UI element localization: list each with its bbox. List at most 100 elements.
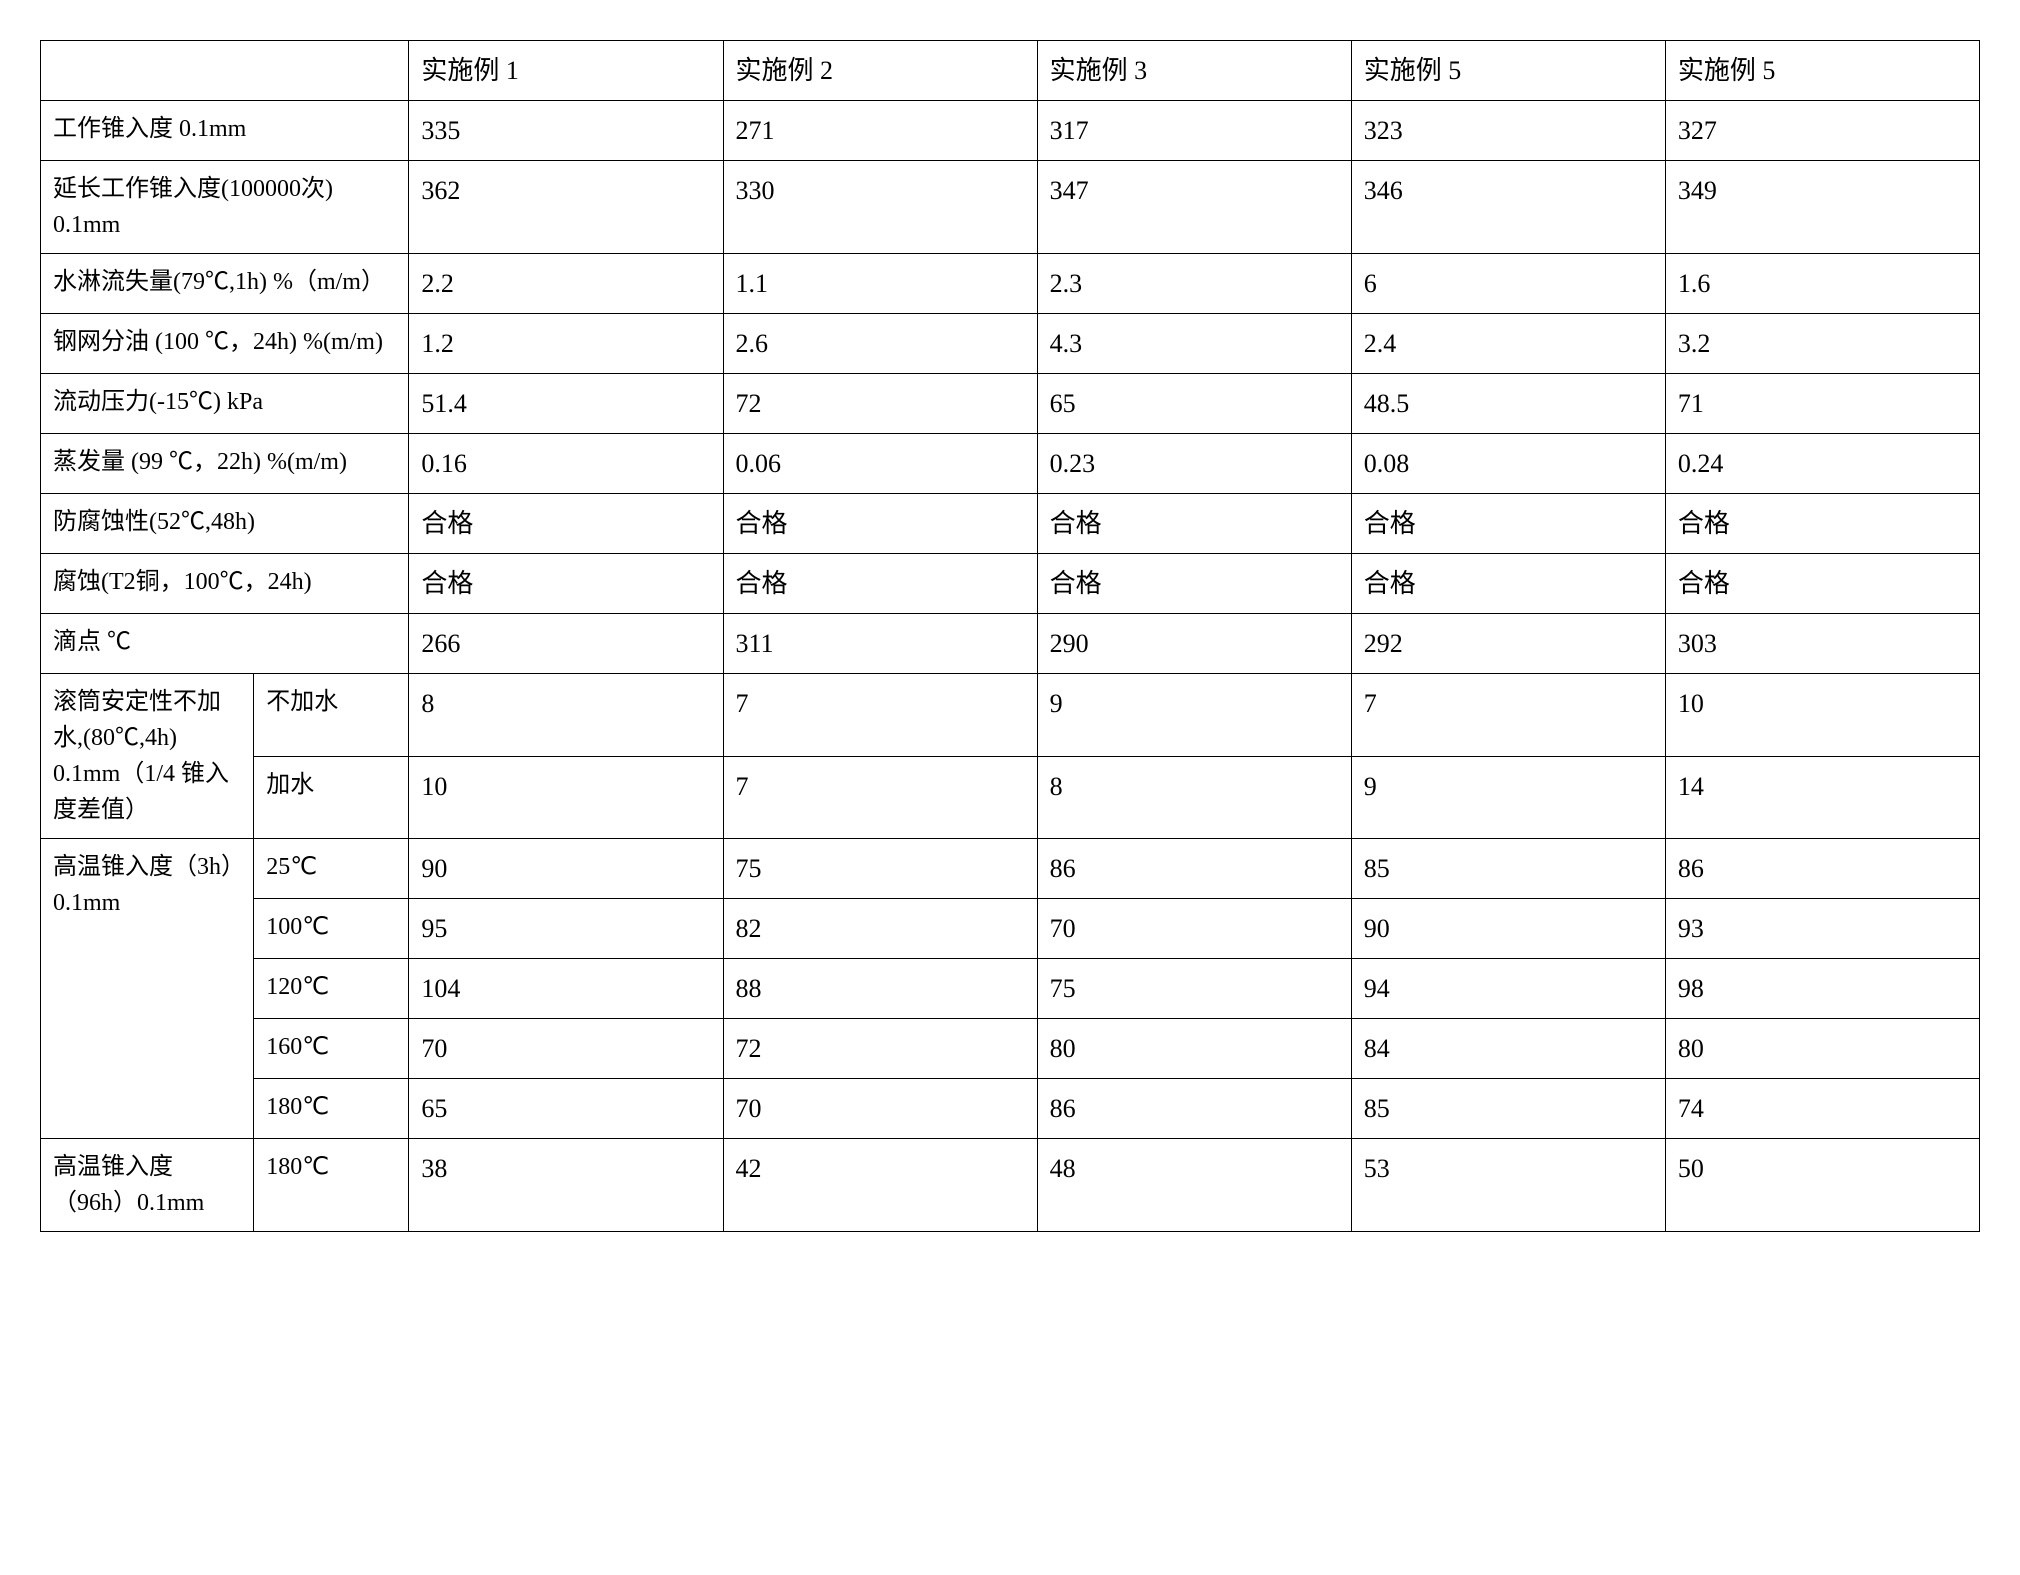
cell: 2.4 <box>1351 314 1665 374</box>
table-row: 流动压力(-15℃) kPa 51.4 72 65 48.5 71 <box>41 374 1980 434</box>
row-sub-label: 不加水 <box>254 674 409 757</box>
cell: 0.06 <box>723 434 1037 494</box>
table-row: 160℃ 70 72 80 84 80 <box>41 1019 1980 1079</box>
row-label: 腐蚀(T2铜，100℃，24h) <box>41 554 409 614</box>
row-sub-label: 180℃ <box>254 1139 409 1232</box>
cell: 362 <box>409 161 723 254</box>
cell: 合格 <box>1351 494 1665 554</box>
header-col-4: 实施例 5 <box>1351 41 1665 101</box>
row-group-label-ht3h: 高温锥入度（3h）0.1mm <box>41 839 254 1139</box>
cell: 70 <box>409 1019 723 1079</box>
cell: 71 <box>1665 374 1979 434</box>
cell: 98 <box>1665 959 1979 1019</box>
row-label: 钢网分油 (100 ℃，24h) %(m/m) <box>41 314 409 374</box>
cell: 合格 <box>1665 494 1979 554</box>
header-col-2: 实施例 2 <box>723 41 1037 101</box>
cell: 合格 <box>723 494 1037 554</box>
row-sub-label: 120℃ <box>254 959 409 1019</box>
row-sub-label: 100℃ <box>254 899 409 959</box>
table-row: 滚筒安定性不加 水,(80℃,4h) 0.1mm（1/4 锥入度差值） 不加水 … <box>41 674 1980 757</box>
cell: 65 <box>409 1079 723 1139</box>
cell: 82 <box>723 899 1037 959</box>
cell: 9 <box>1351 756 1665 839</box>
cell: 合格 <box>409 494 723 554</box>
row-label: 流动压力(-15℃) kPa <box>41 374 409 434</box>
table-row: 工作锥入度 0.1mm 335 271 317 323 327 <box>41 101 1980 161</box>
cell: 75 <box>1037 959 1351 1019</box>
cell: 48 <box>1037 1139 1351 1232</box>
cell: 2.6 <box>723 314 1037 374</box>
cell: 80 <box>1037 1019 1351 1079</box>
cell: 合格 <box>723 554 1037 614</box>
cell: 75 <box>723 839 1037 899</box>
cell: 93 <box>1665 899 1979 959</box>
cell: 48.5 <box>1351 374 1665 434</box>
row-sub-label: 180℃ <box>254 1079 409 1139</box>
cell: 311 <box>723 614 1037 674</box>
cell: 6 <box>1351 254 1665 314</box>
cell: 335 <box>409 101 723 161</box>
cell: 53 <box>1351 1139 1665 1232</box>
cell: 85 <box>1351 1079 1665 1139</box>
table-row: 180℃ 65 70 86 85 74 <box>41 1079 1980 1139</box>
cell: 86 <box>1037 1079 1351 1139</box>
cell: 50 <box>1665 1139 1979 1232</box>
cell: 85 <box>1351 839 1665 899</box>
cell: 74 <box>1665 1079 1979 1139</box>
table-row: 防腐蚀性(52℃,48h) 合格 合格 合格 合格 合格 <box>41 494 1980 554</box>
table-row: 120℃ 104 88 75 94 98 <box>41 959 1980 1019</box>
cell: 0.23 <box>1037 434 1351 494</box>
cell: 80 <box>1665 1019 1979 1079</box>
cell: 1.2 <box>409 314 723 374</box>
cell: 323 <box>1351 101 1665 161</box>
table-row: 水淋流失量(79℃,1h) %（m/m） 2.2 1.1 2.3 6 1.6 <box>41 254 1980 314</box>
cell: 7 <box>1351 674 1665 757</box>
cell: 317 <box>1037 101 1351 161</box>
cell: 90 <box>1351 899 1665 959</box>
cell: 合格 <box>409 554 723 614</box>
cell: 346 <box>1351 161 1665 254</box>
cell: 42 <box>723 1139 1037 1232</box>
cell: 7 <box>723 674 1037 757</box>
cell: 0.16 <box>409 434 723 494</box>
cell: 88 <box>723 959 1037 1019</box>
cell: 65 <box>1037 374 1351 434</box>
cell: 292 <box>1351 614 1665 674</box>
row-sub-label: 加水 <box>254 756 409 839</box>
cell: 271 <box>723 101 1037 161</box>
table-row: 滴点 ℃ 266 311 290 292 303 <box>41 614 1980 674</box>
cell: 1.1 <box>723 254 1037 314</box>
cell: 0.08 <box>1351 434 1665 494</box>
header-col-3: 实施例 3 <box>1037 41 1351 101</box>
cell: 95 <box>409 899 723 959</box>
cell: 72 <box>723 374 1037 434</box>
cell: 86 <box>1037 839 1351 899</box>
cell: 14 <box>1665 756 1979 839</box>
cell: 0.24 <box>1665 434 1979 494</box>
cell: 94 <box>1351 959 1665 1019</box>
cell: 7 <box>723 756 1037 839</box>
cell: 51.4 <box>409 374 723 434</box>
cell: 349 <box>1665 161 1979 254</box>
row-sub-label: 25℃ <box>254 839 409 899</box>
cell: 347 <box>1037 161 1351 254</box>
cell: 合格 <box>1351 554 1665 614</box>
row-group-label-roller: 滚筒安定性不加 水,(80℃,4h) 0.1mm（1/4 锥入度差值） <box>41 674 254 839</box>
cell: 9 <box>1037 674 1351 757</box>
data-table: 实施例 1 实施例 2 实施例 3 实施例 5 实施例 5 工作锥入度 0.1m… <box>40 40 1980 1232</box>
cell: 3.2 <box>1665 314 1979 374</box>
cell: 2.2 <box>409 254 723 314</box>
cell: 290 <box>1037 614 1351 674</box>
row-sub-label: 160℃ <box>254 1019 409 1079</box>
table-row: 100℃ 95 82 70 90 93 <box>41 899 1980 959</box>
cell: 327 <box>1665 101 1979 161</box>
cell: 38 <box>409 1139 723 1232</box>
cell: 4.3 <box>1037 314 1351 374</box>
table-row: 高温锥入度（96h）0.1mm 180℃ 38 42 48 53 50 <box>41 1139 1980 1232</box>
header-col-5: 实施例 5 <box>1665 41 1979 101</box>
table-row: 加水 10 7 8 9 14 <box>41 756 1980 839</box>
cell: 10 <box>1665 674 1979 757</box>
cell: 266 <box>409 614 723 674</box>
table-row: 高温锥入度（3h）0.1mm 25℃ 90 75 86 85 86 <box>41 839 1980 899</box>
cell: 104 <box>409 959 723 1019</box>
